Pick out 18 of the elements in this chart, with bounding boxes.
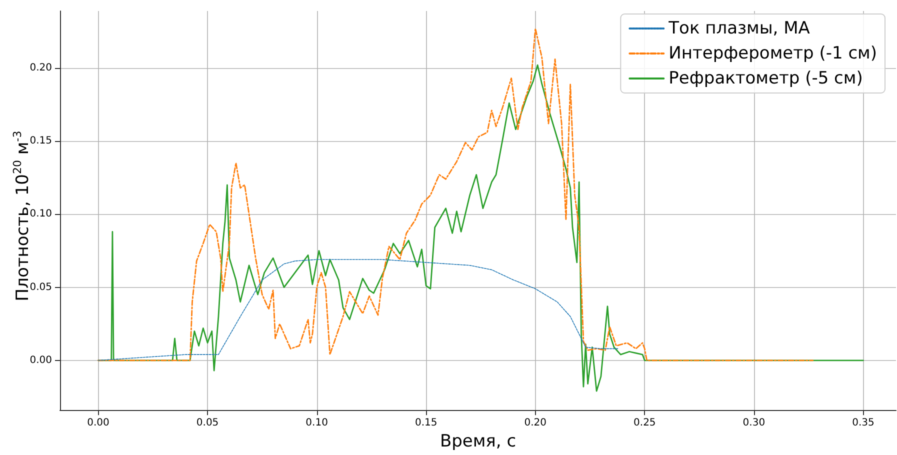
legend-label: Рефрактометр (-5 см) <box>668 68 863 88</box>
legend-label: Интерферометр (-1 см) <box>668 44 877 64</box>
y-tick-label: 0.05 <box>30 282 52 293</box>
line-series <box>98 259 619 361</box>
x-tick-label: 0.30 <box>742 418 766 429</box>
y-tick-label: 0.00 <box>30 354 52 366</box>
x-axis-title: Время, с <box>440 432 516 452</box>
x-tick-label: 0.20 <box>524 418 547 429</box>
legend-label: Ток плазмы, МА <box>668 18 810 38</box>
y-tick-label: 0.10 <box>30 208 52 220</box>
y-tick-label: 0.15 <box>30 136 52 147</box>
x-tick-label: 0.05 <box>196 418 219 429</box>
y-tick-label: 0.20 <box>30 62 52 74</box>
x-tick-label: 0.35 <box>852 418 874 429</box>
x-tick-label: 0.00 <box>87 418 110 429</box>
x-tick-label: 0.15 <box>414 418 438 429</box>
x-tick-label: 0.10 <box>306 418 328 429</box>
x-tick-label: 0.25 <box>634 418 656 429</box>
